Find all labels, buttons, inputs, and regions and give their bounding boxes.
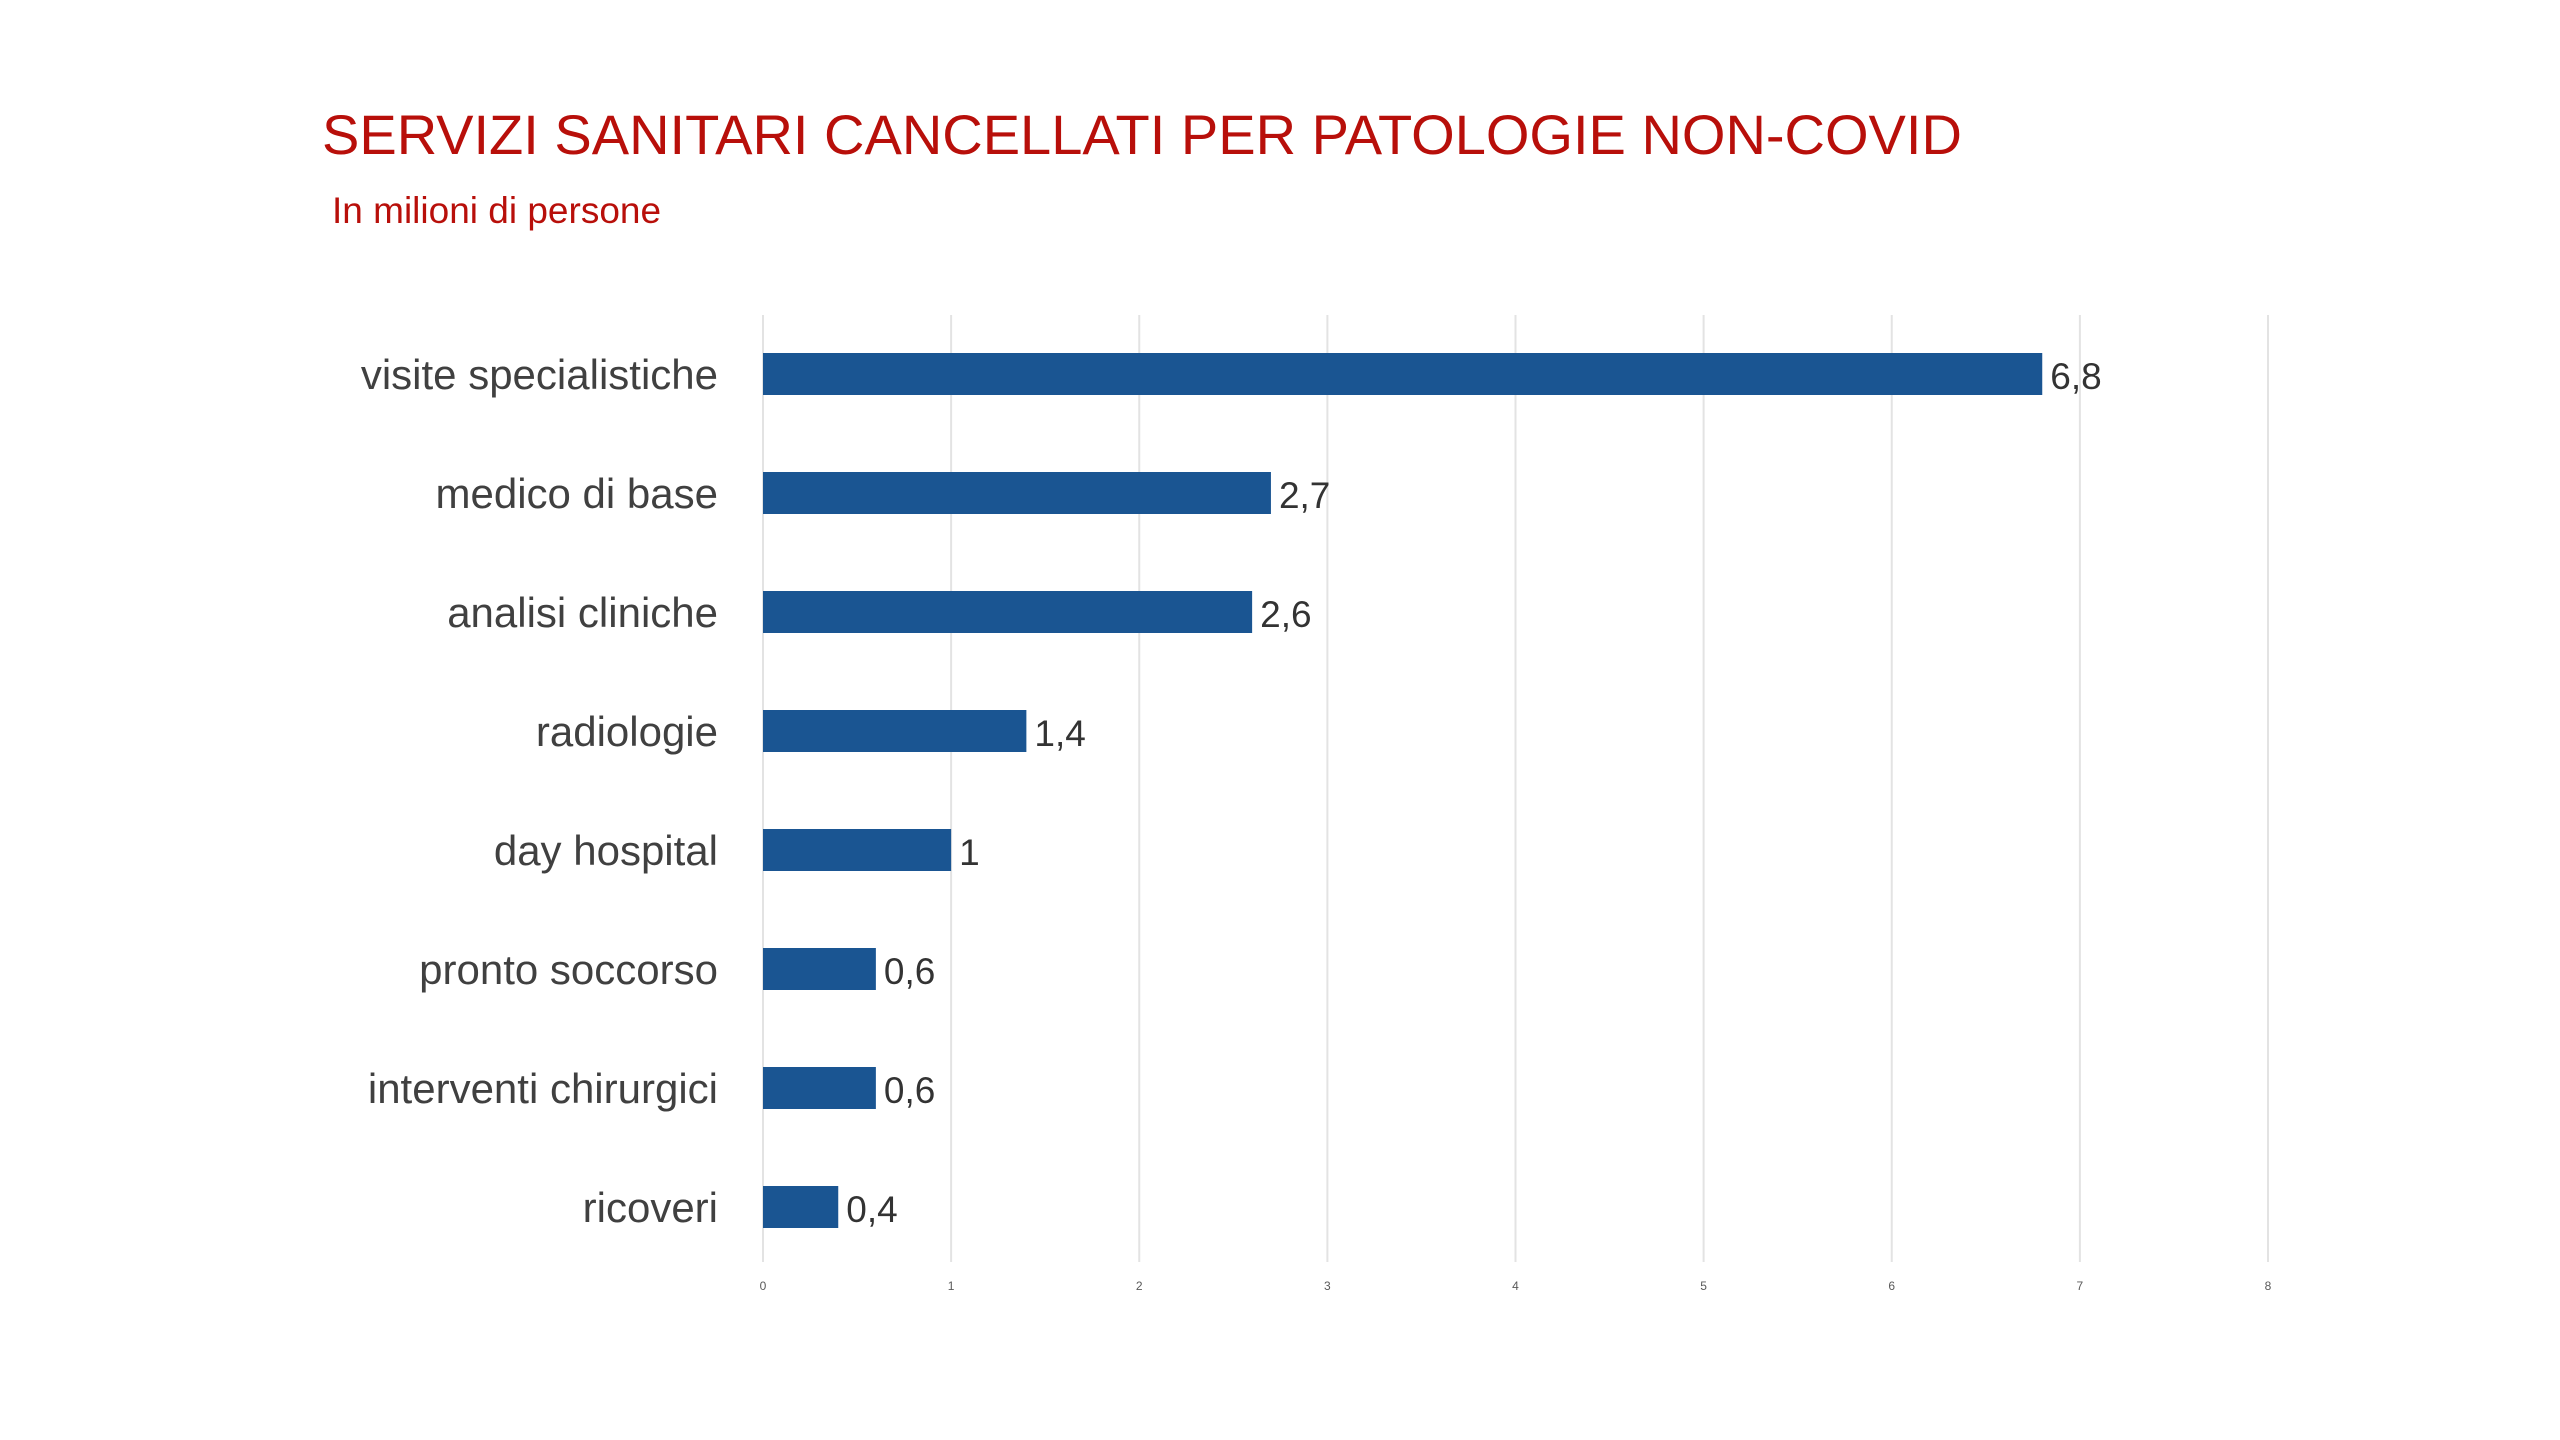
bar-0 — [763, 353, 2043, 395]
category-label-6: interventi chirurgici — [368, 1065, 718, 1112]
category-label-4: day hospital — [494, 827, 718, 874]
category-label-7: ricoveri — [583, 1184, 718, 1231]
category-labels: visite specialistiche medico di base anali… — [361, 351, 718, 1231]
data-label-3: 1,4 — [1034, 713, 1085, 754]
bar-3 — [763, 710, 1027, 752]
chart-title: SERVIZI SANITARI CANCELLATI PER PATOLOGI… — [322, 103, 1962, 166]
category-label-0: visite specialistiche — [361, 351, 718, 398]
chart-subtitle: In milioni di persone — [332, 190, 662, 231]
x-tick-label-7: 7 — [2077, 1279, 2084, 1293]
x-tick-label-3: 3 — [1324, 1279, 1331, 1293]
data-label-4: 1 — [959, 832, 980, 873]
value-labels: 6,8 2,7 2,6 1,4 1 0,6 0,6 0,4 — [846, 356, 2101, 1230]
data-label-7: 0,4 — [846, 1189, 897, 1230]
category-label-5: pronto soccorso — [419, 946, 718, 993]
bar-2 — [763, 591, 1253, 633]
bar-5 — [763, 948, 876, 990]
x-tick-label-2: 2 — [1136, 1279, 1143, 1293]
data-label-0: 6,8 — [2050, 356, 2101, 397]
data-label-1: 2,7 — [1279, 475, 1330, 516]
bar-7 — [763, 1186, 839, 1228]
x-tick-label-8: 8 — [2265, 1279, 2272, 1293]
bar-4 — [763, 829, 952, 871]
bar-6 — [763, 1067, 876, 1109]
x-tick-label-5: 5 — [1700, 1279, 1707, 1293]
data-label-6: 0,6 — [884, 1070, 935, 1111]
category-label-1: medico di base — [436, 470, 719, 517]
x-tick-label-0: 0 — [760, 1279, 767, 1293]
category-label-3: radiologie — [536, 708, 718, 755]
gridlines — [762, 315, 2269, 1262]
data-label-2: 2,6 — [1260, 594, 1311, 635]
x-tick-label-4: 4 — [1512, 1279, 1519, 1293]
bar-1 — [763, 472, 1271, 514]
data-label-5: 0,6 — [884, 951, 935, 992]
x-tick-label-6: 6 — [1888, 1279, 1895, 1293]
bars — [763, 353, 2043, 1228]
x-axis-ticks: 0 1 2 3 4 5 6 7 8 — [760, 1279, 2272, 1293]
category-label-2: analisi cliniche — [447, 589, 718, 636]
x-tick-label-1: 1 — [948, 1279, 955, 1293]
